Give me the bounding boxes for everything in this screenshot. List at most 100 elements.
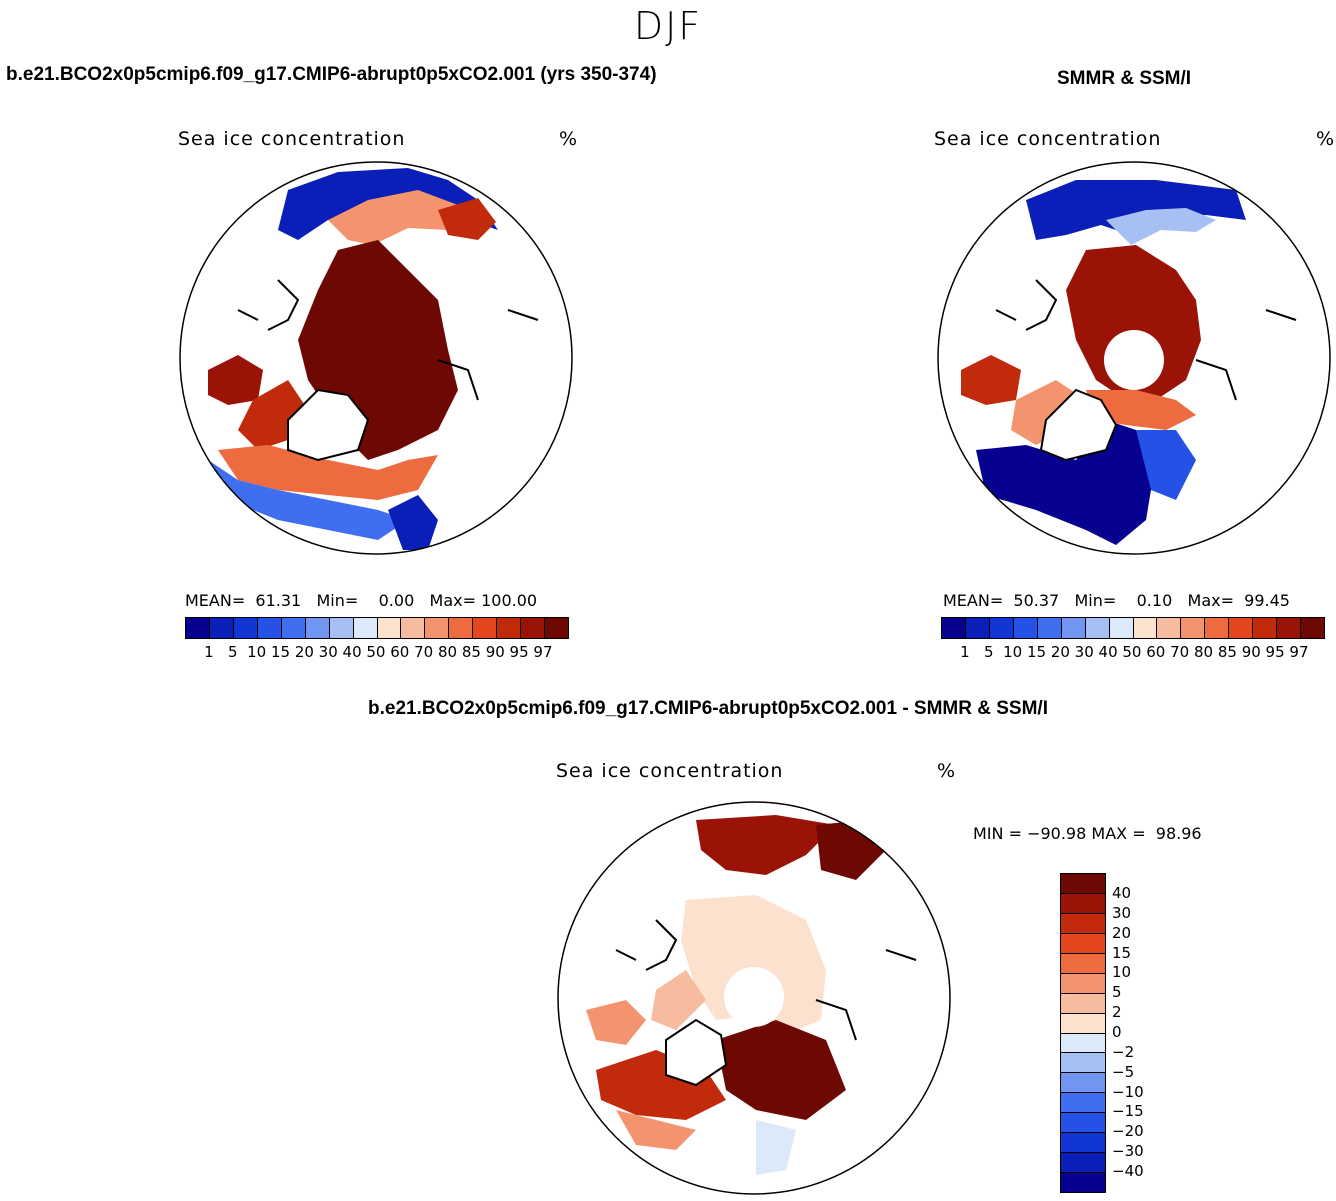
obs-pacific-ice-edge bbox=[1026, 180, 1246, 240]
colorbar-swatch bbox=[1061, 1133, 1105, 1154]
colorbar-tick-label: −40 bbox=[1112, 1161, 1144, 1180]
colorbar-swatch bbox=[965, 618, 990, 638]
colorbar-swatch bbox=[1061, 973, 1105, 994]
model-greenland-land bbox=[287, 388, 370, 462]
colorbar-tick-label: 40 bbox=[1112, 883, 1132, 902]
colorbar-tick-label: 97 bbox=[533, 643, 553, 661]
colorbar-swatch bbox=[329, 618, 354, 638]
colorbar-swatch bbox=[401, 618, 426, 638]
colorbar-tick-label: −30 bbox=[1112, 1142, 1144, 1161]
diff-min-label: MIN = bbox=[973, 824, 1022, 843]
model-colorbar-ticks: 1 5 10 15 20 30 40 50 60 70 80 85 90 95 97 bbox=[197, 643, 555, 661]
colorbar-tick-label: 20 bbox=[1112, 923, 1132, 942]
season-title: DJF bbox=[633, 4, 703, 48]
colorbar-swatch bbox=[1061, 618, 1086, 638]
diff-polar-map bbox=[557, 801, 951, 1195]
colorbar-swatch bbox=[1061, 1113, 1105, 1134]
colorbar-swatch bbox=[281, 618, 306, 638]
diff-map-boundary bbox=[557, 801, 951, 1195]
colorbar-swatch bbox=[1061, 1153, 1105, 1174]
colorbar-swatch bbox=[1253, 618, 1278, 638]
colorbar-swatch bbox=[1061, 933, 1105, 954]
model-min-value: 0.00 bbox=[378, 591, 415, 610]
colorbar-swatch bbox=[1061, 893, 1105, 914]
model-stats: MEAN= 61.31 Min= 0.00 Max= 100.00 bbox=[185, 591, 537, 610]
diff-colorbar bbox=[1060, 873, 1106, 1193]
colorbar-tick-label: −2 bbox=[1112, 1042, 1135, 1061]
colorbar-tick-label: −15 bbox=[1112, 1102, 1144, 1121]
obs-atlantic-open-water bbox=[976, 420, 1156, 545]
diff-stats: MIN = −90.98 MAX = 98.96 bbox=[973, 824, 1202, 843]
model-min-label: Min= bbox=[316, 591, 359, 610]
colorbar-swatch bbox=[1229, 618, 1254, 638]
colorbar-tick-label: 90 bbox=[485, 643, 505, 661]
colorbar-swatch bbox=[1277, 618, 1302, 638]
diff-hudson-region bbox=[586, 1000, 646, 1045]
colorbar-swatch bbox=[473, 618, 498, 638]
diff-baltic-region bbox=[756, 1120, 796, 1175]
model-units-label: % bbox=[559, 128, 579, 150]
colorbar-swatch bbox=[305, 618, 330, 638]
colorbar-tick-label: 95 bbox=[509, 643, 529, 661]
obs-colorbar-ticks: 1 5 10 15 20 30 40 50 60 70 80 85 90 95 97 bbox=[953, 643, 1311, 661]
diff-barents-region bbox=[716, 1020, 846, 1120]
obs-mean-label: MEAN= bbox=[943, 591, 1004, 610]
model-bering-ice bbox=[328, 190, 478, 245]
colorbar-tick-label: 90 bbox=[1241, 643, 1261, 661]
colorbar-tick-label: 97 bbox=[1289, 643, 1309, 661]
obs-pole-hole bbox=[1104, 330, 1164, 390]
obs-bering-ice bbox=[1106, 208, 1216, 245]
diff-variable-label: Sea ice concentration bbox=[556, 760, 784, 782]
model-okhotsk-ice bbox=[438, 198, 496, 240]
model-atlantic-ice-edge bbox=[218, 445, 438, 500]
model-max-label: Max= bbox=[429, 591, 476, 610]
obs-max-value: 99.45 bbox=[1244, 591, 1290, 610]
obs-map-boundary bbox=[937, 161, 1331, 555]
model-variable-label: Sea ice concentration bbox=[178, 128, 406, 150]
model-coastlines bbox=[237, 279, 539, 401]
obs-polar-map bbox=[937, 161, 1331, 555]
model-hudson-bay-ice bbox=[208, 355, 263, 405]
obs-min-value: 0.10 bbox=[1136, 591, 1173, 610]
colorbar-swatch bbox=[186, 618, 210, 638]
obs-colorbar bbox=[941, 617, 1325, 639]
model-mean-label: MEAN= bbox=[185, 591, 246, 610]
obs-units-label: % bbox=[1316, 128, 1336, 150]
colorbar-tick-label: 20 bbox=[294, 643, 314, 661]
diff-greenland-land bbox=[665, 1018, 728, 1087]
obs-min-label: Min= bbox=[1074, 591, 1117, 610]
diff-canadian-arch-region bbox=[651, 970, 706, 1030]
model-map-boundary bbox=[179, 161, 573, 555]
colorbar-tick-label: 85 bbox=[461, 643, 481, 661]
colorbar-tick-label: 5 bbox=[984, 643, 994, 661]
obs-mean-value: 50.37 bbox=[1013, 591, 1060, 610]
colorbar-swatch bbox=[1013, 618, 1038, 638]
colorbar-tick-label: 20 bbox=[1050, 643, 1070, 661]
colorbar-swatch bbox=[209, 618, 234, 638]
model-colorbar bbox=[185, 617, 569, 639]
obs-greenland-land bbox=[1039, 388, 1118, 462]
diff-min-value: −90.98 bbox=[1027, 824, 1087, 843]
model-mean-value: 61.31 bbox=[255, 591, 302, 610]
colorbar-swatch bbox=[1061, 1093, 1105, 1114]
colorbar-swatch bbox=[1109, 618, 1134, 638]
colorbar-swatch bbox=[1301, 618, 1324, 638]
model-case-title: b.e21.BCO2x0p5cmip6.f09_g17.CMIP6-abrupt… bbox=[6, 64, 657, 85]
model-baltic-ice bbox=[388, 495, 438, 550]
diff-coastlines bbox=[615, 919, 917, 1041]
colorbar-tick-label: 85 bbox=[1217, 643, 1237, 661]
colorbar-swatch bbox=[353, 618, 378, 638]
colorbar-swatch bbox=[1133, 618, 1158, 638]
obs-hudson-bay-ice bbox=[961, 355, 1021, 405]
obs-coastlines bbox=[995, 279, 1297, 401]
diff-units-label: % bbox=[937, 760, 957, 782]
colorbar-swatch bbox=[1061, 1013, 1105, 1034]
colorbar-swatch bbox=[1061, 993, 1105, 1014]
colorbar-swatch bbox=[497, 618, 522, 638]
colorbar-swatch bbox=[942, 618, 966, 638]
colorbar-tick-label: 60 bbox=[1146, 643, 1166, 661]
colorbar-tick-label: 70 bbox=[414, 643, 434, 661]
colorbar-swatch bbox=[1061, 1033, 1105, 1054]
diff-case-title: b.e21.BCO2x0p5cmip6.f09_g17.CMIP6-abrupt… bbox=[368, 698, 1048, 719]
colorbar-tick-label: 80 bbox=[1193, 643, 1214, 661]
